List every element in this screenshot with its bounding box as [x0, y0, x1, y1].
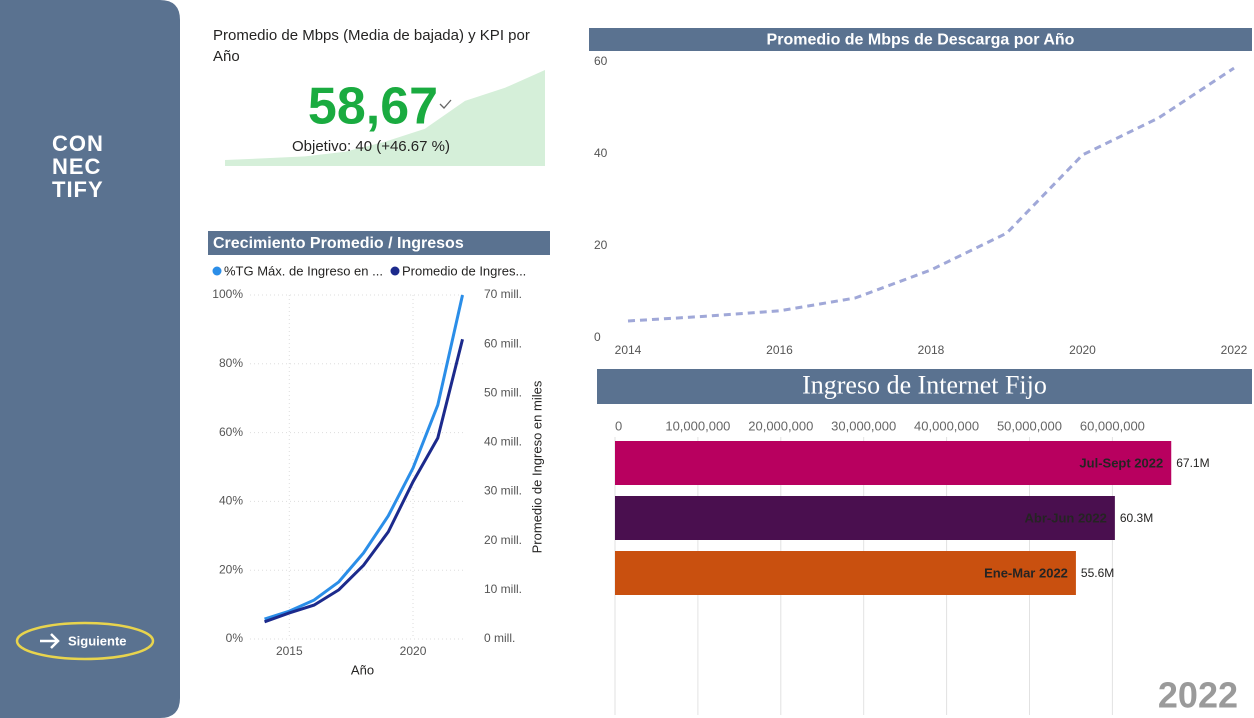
bar-category-label: Jul-Sept 2022 [1079, 455, 1163, 470]
x-tick-label: 0 [615, 418, 622, 433]
y-tick-label: 40% [219, 494, 243, 508]
x-tick-label: 10,000,000 [665, 418, 730, 433]
x-tick-label: 2018 [918, 343, 945, 357]
title-bar [208, 231, 550, 255]
y2-tick-label: 30 mill. [484, 484, 522, 498]
bar [615, 441, 1172, 485]
x-tick-label: 2020 [400, 644, 427, 658]
logo: TIFY [52, 177, 104, 202]
y2-tick-label: 70 mill. [484, 287, 522, 301]
bar-value-label: 67.1M [1176, 456, 1209, 470]
y-tick-label: 80% [219, 356, 243, 370]
x-tick-label: 2014 [615, 343, 642, 357]
year-badge: 2022 [1158, 675, 1238, 716]
legend-marker [390, 266, 400, 276]
line-series [264, 294, 464, 621]
y-tick-label: 60% [219, 425, 243, 439]
x-tick-label: 2016 [766, 343, 793, 357]
x-tick-label: 60,000,000 [1080, 418, 1145, 433]
kpi-check [439, 99, 452, 109]
x-tick-label: 50,000,000 [997, 418, 1062, 433]
kpi-trend [225, 70, 545, 166]
button-label[interactable]: Siguiente [68, 633, 127, 648]
y2-tick-label: 40 mill. [484, 435, 522, 449]
arrow-icon[interactable] [40, 633, 60, 649]
y2-tick-label: 0 mill. [484, 631, 515, 645]
x-tick-label: 2020 [1069, 343, 1096, 357]
bar-value-label: 60.3M [1120, 511, 1153, 525]
chart-title: Promedio de Mbps de Descarga por Año [767, 32, 1075, 49]
x-tick-label: 40,000,000 [914, 418, 979, 433]
y2-tick-label: 10 mill. [484, 582, 522, 596]
y-tick-label: 40 [594, 146, 608, 160]
chart-title: Ingreso de Internet Fijo [802, 370, 1047, 399]
kpi-target: Objetivo: 40 (+46.67 %) [292, 138, 450, 155]
y-tick-label: 20% [219, 562, 243, 576]
x-tick-label: 2022 [1221, 343, 1248, 357]
next-button[interactable]: Siguiente [15, 621, 155, 661]
x-tick-label: 30,000,000 [831, 418, 896, 433]
chart-title: Crecimiento Promedio / Ingresos [213, 235, 464, 252]
line-series [264, 338, 464, 624]
kpi-value: 58,67 [308, 78, 438, 136]
x-tick-label: 2015 [276, 644, 303, 658]
legend-marker [212, 266, 222, 276]
y2-tick-label: 20 mill. [484, 533, 522, 547]
logo: NEC [52, 154, 101, 179]
y2-axis-label: Promedio de Ingreso en miles [529, 380, 544, 553]
sidebar [0, 0, 180, 718]
y-tick-label: 0% [226, 631, 244, 645]
title-bar [597, 369, 1252, 404]
bar [615, 551, 1076, 595]
button-outline[interactable] [15, 621, 155, 661]
y-tick-label: 0 [594, 330, 601, 344]
bar-category-label: Abr-Jun 2022 [1025, 510, 1107, 525]
line-series [627, 66, 1235, 323]
bar [615, 496, 1115, 540]
bar-category-label: Ene-Mar 2022 [984, 565, 1068, 580]
y-tick-label: 60 [594, 54, 608, 68]
bar-value-label: 55.6M [1081, 566, 1114, 580]
title-bar [589, 28, 1252, 51]
legend-label: Promedio de Ingres... [402, 263, 526, 278]
y-tick-label: 20 [594, 238, 608, 252]
x-axis-label: Año [351, 662, 374, 677]
y-tick-label: 100% [212, 287, 243, 301]
legend-label: %TG Máx. de Ingreso en ... [224, 263, 383, 278]
logo: CON [52, 131, 104, 156]
y2-tick-label: 50 mill. [484, 385, 522, 399]
x-tick-label: 20,000,000 [748, 418, 813, 433]
y2-tick-label: 60 mill. [484, 336, 522, 350]
kpi-title: Promedio de Mbps (Media de bajada) y KPI… [213, 27, 530, 65]
